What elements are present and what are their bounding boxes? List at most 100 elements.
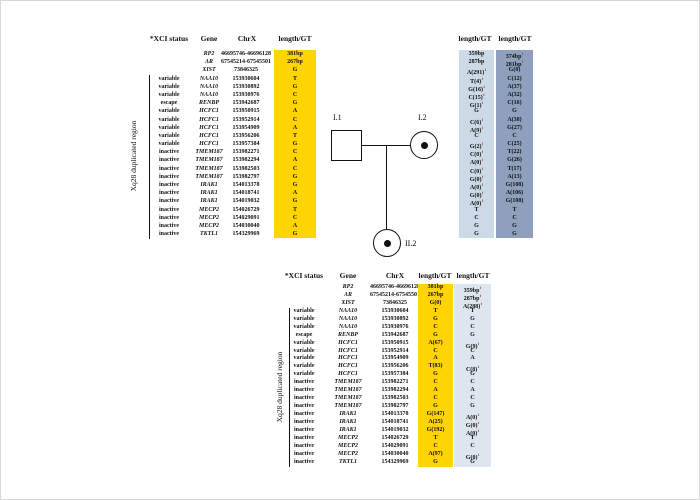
- t-chrx-cell: 154030040: [232, 222, 260, 229]
- t-m2-cell: A(37): [507, 83, 522, 90]
- t-m2-cell: 281bpi: [505, 59, 524, 69]
- t-status-cell: variable: [158, 83, 180, 90]
- t-f-cell: G: [292, 67, 298, 74]
- b-a2-cell: C(8)i: [465, 364, 480, 374]
- t-m1-cell: G(0)i: [469, 190, 484, 200]
- b-a1-cell: C: [433, 442, 438, 449]
- bottom-col-daughter-allele1-gt: 381bp 267bp G(0) T G C G A(67) C A T(83) G C A C G G(147…: [418, 284, 453, 467]
- footnote-marker: i: [481, 100, 484, 106]
- b-chrx-cell: 153950915: [381, 339, 409, 346]
- pedigree-descent-line: [386, 145, 388, 229]
- footnote-marker: i: [481, 165, 484, 171]
- b-a1-cell: T: [433, 307, 438, 314]
- t-gene-cell: HCFC1: [199, 132, 219, 139]
- t-gene-cell: HCFC1: [199, 116, 219, 123]
- bottom-header-length-gt-allele1: length/GT: [418, 271, 452, 280]
- t-m2-cell: C(16): [507, 100, 522, 107]
- b-chrx-cell: 153952914: [381, 347, 409, 354]
- b-a1-cell: C: [433, 395, 438, 402]
- t-status-cell: variable: [158, 132, 180, 139]
- b-status-cell: variable: [293, 339, 315, 346]
- b-a2-cell: G: [470, 331, 475, 338]
- t-chrx-cell: 153956206: [232, 132, 260, 139]
- b-a2-cell: G: [470, 458, 475, 465]
- b-chrx-cell: 153982271: [381, 379, 409, 386]
- b-gene-cell: TMEM187: [334, 387, 362, 394]
- t-m2-cell: T(17): [507, 165, 522, 172]
- b-a1-cell: A(97): [428, 450, 443, 457]
- b-chrx-cell: 67545214-67545501: [370, 291, 420, 298]
- b-gene-cell: HCFC1: [338, 363, 358, 370]
- xq28-bracket-line-bottom: [289, 308, 290, 467]
- top-col-xci-status: variable variable variable escape variable va…: [143, 50, 195, 238]
- t-chrx-cell: 154019032: [232, 198, 260, 205]
- b-gene-cell: HCFC1: [338, 355, 358, 362]
- bottom-col-gene: RP2 AR XIST NAA10 NAA10 NAA10 RENBP HCFC1 HCFC1 H…: [326, 284, 370, 467]
- footnote-marker: i: [481, 190, 484, 196]
- b-a1-cell: G: [433, 458, 438, 465]
- b-a1-cell: 267bp: [427, 291, 444, 298]
- footnote-marker: i: [521, 51, 524, 56]
- b-gene-cell: HCFC1: [338, 339, 358, 346]
- t-f-cell: G: [292, 231, 298, 238]
- b-status-cell: inactive: [294, 411, 314, 417]
- bottom-header-length-gt-allele2: length/GT: [456, 271, 490, 280]
- top-header-chrx: ChrX: [237, 34, 257, 43]
- t-m1-cell: G: [474, 108, 479, 115]
- carrier-dot-icon: [383, 239, 391, 247]
- t-m2-cell: A(106): [505, 190, 524, 197]
- footnote-marker: i: [481, 124, 484, 130]
- t-m1-cell: C(0)i: [469, 149, 484, 159]
- b-a1-cell: C: [433, 347, 438, 354]
- b-gene-cell: IRAK1: [339, 418, 357, 425]
- t-gene-cell: MECP2: [198, 206, 219, 213]
- t-status-cell: inactive: [159, 182, 179, 188]
- t-m1-cell: G(16)i: [468, 83, 485, 93]
- top-header-length-gt-father: length/GT: [278, 34, 312, 43]
- t-f-cell: G: [292, 100, 298, 107]
- t-gene-cell: NAA10: [199, 91, 219, 98]
- b-status-cell: inactive: [294, 458, 314, 465]
- footnote-marker: i: [477, 419, 480, 425]
- pedigree-mother-label: I.2: [418, 113, 427, 122]
- b-status-cell: inactive: [294, 395, 314, 402]
- t-m2-cell: T(22): [507, 149, 522, 156]
- b-gene-cell: IRAK1: [339, 411, 357, 417]
- footnote-marker: i: [477, 427, 480, 433]
- t-m2-cell: T: [512, 206, 517, 213]
- t-chrx-cell: 153954909: [232, 124, 260, 131]
- b-a2-cell: A: [470, 387, 475, 394]
- t-chrx-cell: 46695746-46696128: [221, 51, 271, 57]
- b-a2-cell: A: [470, 355, 475, 362]
- top-col-father-gt: 381bp 267bp G T G C G A C A T G C A C G G A G T C A G: [274, 50, 316, 239]
- t-chrx-cell: 153982797: [232, 173, 260, 180]
- t-chrx-cell: 154018741: [232, 190, 260, 197]
- b-chrx-cell: 154013378: [381, 411, 409, 417]
- b-gene-cell: RP2: [342, 284, 354, 290]
- t-gene-cell: NAA10: [199, 83, 219, 90]
- b-chrx-cell: 154329969: [381, 458, 409, 465]
- b-gene-cell: TMEM187: [334, 395, 362, 402]
- t-f-cell: T: [292, 206, 297, 213]
- t-m2-cell: C(25): [507, 141, 522, 148]
- b-chrx-cell: 154018741: [381, 418, 409, 425]
- b-status-cell: inactive: [294, 434, 314, 441]
- b-status-cell: inactive: [294, 426, 314, 433]
- t-status-cell: inactive: [159, 190, 179, 197]
- b-gene-cell: MECP2: [337, 442, 358, 449]
- t-chrx-cell: 153942687: [232, 100, 260, 107]
- b-a2-cell: 359bpi: [463, 285, 482, 294]
- t-m2-cell: C: [512, 214, 517, 221]
- t-chrx-cell: 153950915: [232, 108, 260, 115]
- b-a1-cell: T: [433, 434, 438, 441]
- carrier-dot-icon: [420, 141, 428, 149]
- top-header-length-gt-mother2: length/GT: [498, 34, 532, 43]
- t-status-cell: variable: [158, 108, 180, 115]
- bottom-header-chrx: ChrX: [385, 271, 405, 280]
- t-m1-cell: A(0)i: [469, 182, 484, 191]
- t-f-cell: G: [292, 83, 298, 90]
- bottom-col-xci-status: variable variable variable escape variable va…: [278, 284, 330, 467]
- t-m2-cell: G(27): [507, 124, 522, 131]
- t-gene-cell: MECP2: [198, 222, 219, 229]
